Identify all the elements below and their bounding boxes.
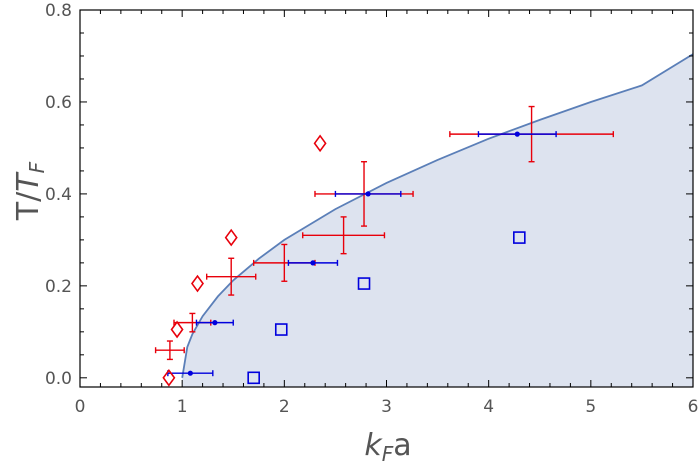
blue-square-marker [357, 277, 371, 290]
red-diamond-marker [313, 134, 327, 153]
blue-point [365, 191, 371, 197]
red-diamond-marker [190, 274, 204, 293]
x-tick-label: 1 [177, 397, 188, 417]
red-diamond-marker [162, 368, 176, 387]
shaded-region [182, 54, 693, 387]
blue-square-marker [513, 231, 526, 244]
tick-labels: 0 1 2 3 4 5 6 0.0 0.2 0.4 0.6 0.8 [45, 1, 698, 417]
y-tick-label: 0.0 [45, 369, 72, 389]
red-errorbar-point [205, 257, 257, 296]
region-layer [181, 53, 694, 387]
red-diamond-marker [170, 320, 184, 339]
blue-point [212, 320, 218, 326]
curve-line [181, 53, 694, 378]
red-errorbar-point [302, 216, 386, 255]
blue-point [310, 260, 316, 266]
blue-errorbar-point [195, 319, 234, 326]
blue-square-marker [247, 371, 260, 385]
red-errorbar-point [154, 340, 185, 361]
y-tick-label: 0.6 [45, 93, 72, 113]
x-tick-label: 4 [483, 397, 494, 417]
x-tick-label: 3 [381, 397, 392, 417]
blue-errorbar-point [167, 370, 214, 377]
x-tick-label: 2 [279, 397, 290, 417]
y-tick-label: 0.4 [45, 185, 72, 205]
marks-layer [154, 105, 615, 387]
y-tick-label: 0.2 [45, 277, 72, 297]
x-axis-title: kFa [364, 428, 411, 466]
blue-point [187, 370, 193, 376]
blue-errorbar-point [287, 259, 339, 266]
axes-layer [79, 9, 694, 388]
y-tick-label: 0.8 [45, 1, 72, 21]
x-tick-label: 6 [688, 397, 699, 417]
x-tick-label: 0 [75, 397, 86, 417]
blue-errorbar-point [477, 131, 557, 138]
blue-errorbar-point [334, 190, 402, 197]
red-diamond-marker [224, 228, 238, 247]
blue-point [514, 131, 520, 137]
y-axis-title: T/TF [11, 161, 49, 221]
x-tick-label: 5 [585, 397, 596, 417]
blue-square-marker [274, 323, 288, 336]
